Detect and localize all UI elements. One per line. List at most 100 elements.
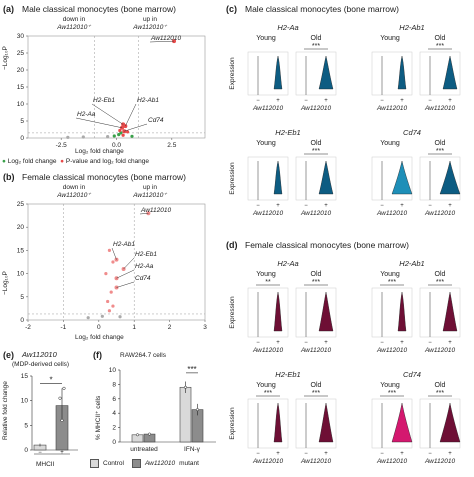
replicate-point <box>136 433 139 437</box>
minus-label: − <box>380 340 384 346</box>
data-point <box>109 290 113 294</box>
panel-b-label: (b) <box>3 172 15 182</box>
replicate-point <box>58 396 62 400</box>
panel-a-legend: ● Log₂ fold change ● P-value and log₂ fo… <box>2 158 149 165</box>
y-tick-label: 10 <box>21 398 29 405</box>
minus-label: − <box>304 203 308 209</box>
minus-label: − <box>428 98 432 104</box>
x-gene-label: Aw112010 <box>252 458 284 465</box>
x-tick-label-untreated: untreated <box>130 446 158 453</box>
y-tick-label: 5 <box>20 118 24 125</box>
old-label: Old <box>435 140 446 147</box>
x-gene-label: Aw112010 <box>252 105 284 112</box>
data-point <box>146 211 151 216</box>
y-tick-label: 5 <box>20 294 24 301</box>
sig-label-young: ** <box>265 279 271 286</box>
old-label: Old <box>311 140 322 147</box>
minus-label: − <box>304 340 308 346</box>
panel-b-xlabel: Log₂ fold change <box>75 334 124 341</box>
old-frame <box>295 287 337 338</box>
data-point <box>106 299 110 304</box>
violin-shape <box>391 402 413 443</box>
legend-mutant-gene: Aw112010 <box>144 460 176 467</box>
x-tick-label: -2.5 <box>56 142 68 149</box>
sig-label-young: *** <box>388 279 396 286</box>
sig-label-old: *** <box>436 279 444 286</box>
old-frame <box>295 398 337 449</box>
data-point <box>118 315 122 319</box>
y-tick-label: 2 <box>112 425 116 432</box>
label-leader <box>116 269 135 279</box>
data-point <box>107 309 112 313</box>
violin-shape <box>273 402 283 443</box>
legend-mutant-suffix: mutant <box>179 460 199 467</box>
young-frame <box>371 398 413 449</box>
label-leader <box>116 281 135 288</box>
old-frame <box>295 156 337 201</box>
plus-label: + <box>324 340 328 346</box>
bar-chart-mdp: 0 5 10 15 * − + <box>21 373 78 456</box>
legend-red-dot-icon: ● <box>60 158 65 165</box>
y-tick-label: 20 <box>17 224 25 231</box>
plus-label: + <box>276 98 280 104</box>
panel-d-title: Female classical monocytes (bone marrow) <box>245 240 409 250</box>
violin-grid-female: H2-Aa Young Old Expression ** *** − + Aw112010− +… <box>226 250 474 472</box>
violin-shape <box>397 291 407 332</box>
y-tick-label: 0 <box>112 439 116 446</box>
panel-a-ylabel: −Log₁₀P <box>2 46 9 70</box>
violin-shape <box>391 160 413 195</box>
panel-a-down-label: down in Aw112010⁺ <box>57 16 91 31</box>
legend-green-dot-icon: ● <box>2 158 6 165</box>
y-tick-label: 25 <box>17 201 25 208</box>
plus-label: + <box>400 203 404 209</box>
panel-f-label: (f) <box>93 350 102 360</box>
label-leader <box>75 117 123 129</box>
plus-label: + <box>324 203 328 209</box>
violin-shape <box>273 160 283 195</box>
x-tick-label: 0 <box>97 324 101 331</box>
minus-label: − <box>256 203 260 209</box>
x-gene-label: Aw112010 <box>424 210 456 217</box>
young-frame <box>247 398 289 449</box>
point-label-H2-Eb1: H2-Eb1 <box>135 251 157 258</box>
sig-label-old: *** <box>436 390 444 397</box>
x-tick-label: 1 <box>132 324 136 331</box>
bottom-legend: Control Aw112010 mutant <box>90 459 199 468</box>
x-tick-label: 2 <box>168 324 172 331</box>
data-point <box>118 128 122 133</box>
sig-label: *** <box>187 365 196 374</box>
panel-a-up-label: up in Aw112010⁺ <box>133 16 167 31</box>
control-swatch-icon <box>90 459 99 468</box>
plot-frame <box>27 35 206 139</box>
panel-b-title: Female classical monocytes (bone marrow) <box>22 172 186 182</box>
panel-e-gene: Aw112010 <box>22 350 57 359</box>
plus-label: + <box>448 98 452 104</box>
young-label: Young <box>380 382 400 389</box>
label-leader <box>139 213 149 215</box>
violin-shape <box>318 291 334 332</box>
young-label: Young <box>256 382 276 389</box>
x-gene-label: Aw112010 <box>424 347 456 354</box>
sig-label-young: *** <box>264 390 272 397</box>
label-leader <box>124 123 148 132</box>
label-leader <box>123 257 135 270</box>
y-tick-label: 25 <box>17 50 25 57</box>
panel-b-down-label: down in Aw112010⁺ <box>57 184 91 199</box>
young-label: Young <box>380 35 400 42</box>
plus-label: + <box>400 340 404 346</box>
plus-label: + <box>448 203 452 209</box>
plus-label: + <box>324 451 328 457</box>
y-axis-label: Expression <box>229 407 236 440</box>
gene-title-Cd74: Cd74 <box>403 370 421 379</box>
young-label: Young <box>256 271 276 278</box>
y-tick-label: 0 <box>20 135 24 142</box>
old-frame <box>419 156 461 201</box>
data-point <box>111 304 115 308</box>
replicate-point <box>60 418 64 422</box>
data-point <box>100 314 104 318</box>
y-tick-label: 15 <box>21 373 29 380</box>
point-label-H2-Ab1: H2-Ab1 <box>113 241 135 248</box>
panel-e-ylabel: Relative fold change <box>2 381 9 440</box>
